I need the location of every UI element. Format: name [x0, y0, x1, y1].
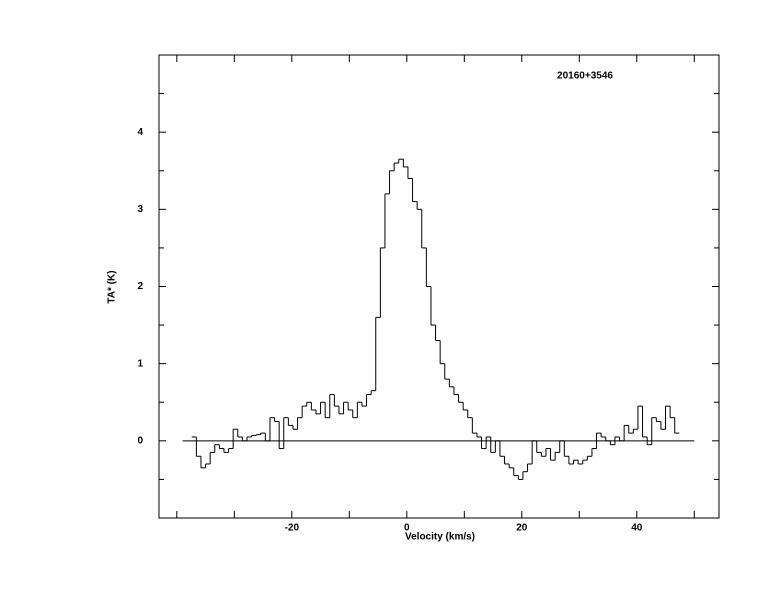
- y-tick-label: 3: [137, 204, 143, 215]
- x-tick-label: 0: [404, 523, 410, 534]
- y-tick-label: 0: [137, 435, 143, 446]
- y-tick-label: 2: [137, 281, 143, 292]
- x-axis-label: Velocity (km/s): [405, 532, 475, 543]
- x-tick-label: 40: [631, 523, 643, 534]
- y-axis-label: TA* (K): [107, 270, 118, 303]
- y-tick-label: 1: [137, 358, 143, 369]
- chart-title: 20160+3546: [557, 71, 613, 82]
- x-tick-label: 20: [516, 523, 528, 534]
- y-tick-label: 4: [137, 127, 143, 138]
- x-tick-label: -20: [285, 523, 300, 534]
- plot-frame: [158, 54, 720, 519]
